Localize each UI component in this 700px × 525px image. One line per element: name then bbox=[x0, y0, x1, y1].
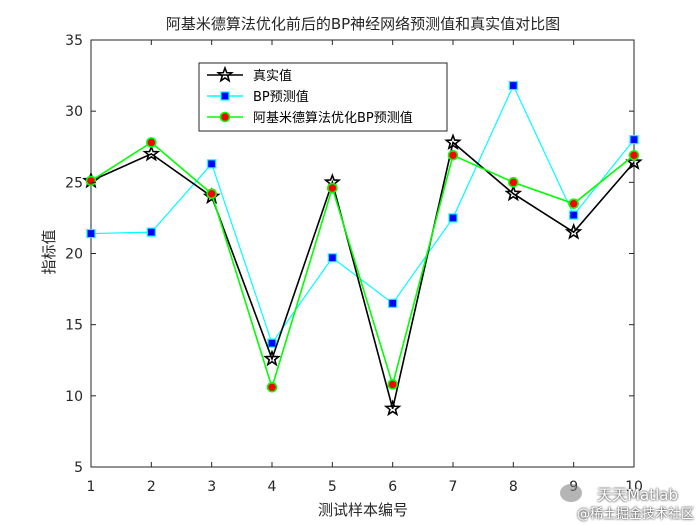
data-point bbox=[508, 177, 519, 188]
y-tick-label: 30 bbox=[65, 104, 83, 120]
legend-entry: 真实值 bbox=[207, 65, 292, 84]
legend-entry: 阿基米德算法优化BP预测值 bbox=[207, 110, 413, 126]
legend-entry: BP预测值 bbox=[207, 89, 309, 105]
series-1 bbox=[82, 133, 643, 417]
legend-label: BP预测值 bbox=[253, 89, 309, 105]
y-tick-label: 5 bbox=[74, 460, 83, 476]
series-line bbox=[90, 141, 635, 391]
x-tick-label: 2 bbox=[147, 479, 156, 495]
data-point bbox=[142, 144, 161, 162]
x-axis-label: 测试样本编号 bbox=[318, 501, 408, 519]
data-point bbox=[387, 379, 398, 390]
x-tick-label: 10 bbox=[625, 479, 643, 495]
legend-label: 阿基米德算法优化BP预测值 bbox=[253, 110, 413, 126]
x-tick-label: 1 bbox=[87, 479, 96, 495]
x-tick-label: 7 bbox=[449, 479, 458, 495]
data-point bbox=[85, 175, 97, 187]
watermark-channel: 天天Matlab bbox=[597, 486, 678, 504]
data-point bbox=[263, 349, 281, 367]
series-line bbox=[90, 141, 635, 409]
y-tick-label: 20 bbox=[65, 247, 83, 263]
legend-label: 真实值 bbox=[253, 68, 292, 84]
y-tick-label: 25 bbox=[65, 175, 83, 191]
series-line bbox=[90, 84, 635, 345]
data-point bbox=[146, 227, 156, 237]
data-point bbox=[146, 137, 157, 148]
chart-title: 阿基米德算法优化前后的BP神经网络预测值和真实值对比图 bbox=[166, 15, 560, 33]
legend-marker bbox=[216, 65, 234, 83]
legend-marker bbox=[219, 111, 231, 123]
y-axis-label: 指标值 bbox=[40, 229, 58, 274]
series-2 bbox=[86, 80, 639, 348]
data-point bbox=[444, 133, 462, 150]
x-tick-label: 4 bbox=[268, 479, 277, 495]
data-point bbox=[569, 210, 579, 220]
data-point bbox=[86, 228, 96, 239]
data-point bbox=[447, 149, 459, 161]
y-tick-label: 15 bbox=[65, 318, 83, 334]
data-point bbox=[568, 198, 579, 209]
x-tick-label: 6 bbox=[388, 479, 397, 495]
data-point bbox=[207, 159, 217, 169]
y-tick-label: 35 bbox=[65, 33, 83, 49]
data-point bbox=[206, 188, 217, 200]
data-point bbox=[628, 149, 640, 161]
x-tick-label: 8 bbox=[509, 479, 518, 495]
data-point bbox=[629, 135, 639, 145]
data-point bbox=[266, 381, 278, 393]
data-point bbox=[267, 338, 277, 348]
data-point bbox=[448, 213, 458, 223]
data-point bbox=[327, 253, 337, 263]
y-tick-label: 10 bbox=[65, 389, 83, 405]
tick-labels: 123456789105101520253035 bbox=[65, 33, 643, 495]
x-tick-label: 3 bbox=[207, 479, 216, 495]
data-point bbox=[388, 298, 398, 308]
data-point bbox=[504, 184, 523, 202]
data-point bbox=[508, 80, 518, 91]
data-point bbox=[383, 399, 402, 417]
watermark-logo-icon bbox=[560, 484, 582, 502]
x-tick-label: 5 bbox=[328, 479, 337, 495]
data-point bbox=[564, 222, 583, 240]
series-3 bbox=[85, 137, 640, 393]
data-point bbox=[327, 182, 338, 194]
legend-marker bbox=[220, 91, 230, 101]
watermark-site: @稀土掘金技术社区 bbox=[576, 507, 694, 522]
